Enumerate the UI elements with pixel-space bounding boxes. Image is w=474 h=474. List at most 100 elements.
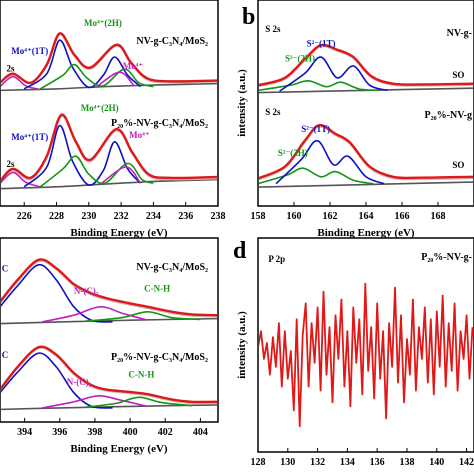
spectrum-stack — [259, 123, 473, 188]
x-tick-label: 400 — [123, 427, 138, 438]
x-tick-label: 160 — [287, 211, 302, 222]
panel-a: 226 228 230 232 234 236 238 Binding Energy (eV)… — [0, 0, 226, 239]
panel-b: 158 160 162 164 166 168 Binding Energy (eV) int… — [236, 0, 474, 239]
peak-label: C-N-H — [128, 370, 154, 380]
peak-label: 2s — [6, 63, 15, 73]
x-axis-label: Binding Energy (eV) — [70, 443, 168, 455]
x-tick-label: 238 — [211, 211, 226, 222]
panel-frame — [257, 237, 474, 453]
series-experimental — [259, 123, 473, 180]
panel-d: 128130132134136138140142Binding Energy (… — [233, 237, 474, 474]
x-tick-label: 404 — [193, 427, 208, 438]
x-tick-label: 164 — [359, 211, 374, 222]
x-tick-label: 398 — [87, 427, 102, 438]
x-tick-label: 232 — [114, 211, 129, 222]
x-tick-label: 134 — [340, 457, 355, 468]
series-p-2p — [259, 282, 473, 428]
peak-label: Mo⁴⁺(2H) — [81, 103, 119, 113]
series-baseline — [1, 178, 217, 190]
x-tick-label: 138 — [399, 457, 414, 468]
series-mo4 — [96, 71, 135, 88]
x-tick-label: 128 — [251, 457, 266, 468]
spectrum-stack — [1, 113, 217, 190]
peak-label: N-(C)₃ — [67, 377, 92, 387]
spectrum-stack — [1, 32, 217, 92]
peak-label: Mo⁴⁺(1T) — [11, 132, 48, 142]
spectrum-stack — [259, 282, 473, 428]
series-mo4-1t — [23, 124, 142, 188]
series-c-n-h — [86, 311, 201, 322]
peak-label: S²⁻(1T) — [307, 39, 336, 49]
series-experimental — [1, 113, 217, 183]
spectrum-stack — [1, 345, 217, 411]
x-tick-label: 396 — [52, 427, 67, 438]
series-baseline — [259, 181, 473, 188]
x-tick-label: 142 — [459, 457, 474, 468]
sample-name: NV-g- — [447, 28, 472, 39]
x-tick-label: 130 — [280, 457, 295, 468]
panel-letter: d — [233, 238, 247, 264]
peak-label: SO — [452, 160, 464, 170]
peak-label: Mo⁴⁺(1T) — [11, 46, 48, 56]
series-mo4 — [101, 166, 142, 184]
series-2s — [1, 171, 41, 188]
panel-frame — [257, 0, 474, 207]
peak-label: P 2p — [268, 254, 285, 264]
sample-name: NV-g-C₃N₄/MoS₂ — [136, 36, 208, 47]
peak-label: C — [2, 350, 9, 360]
peak-label: 2s — [6, 159, 15, 169]
peak-label: S²⁻(2H) — [285, 54, 315, 64]
peak-label: Mo⁴⁺(2H) — [84, 18, 122, 28]
series-experimental — [1, 345, 217, 404]
peak-label: Mo⁴⁺ — [123, 61, 144, 71]
x-tick-label: 136 — [370, 457, 385, 468]
series-fit — [1, 347, 217, 405]
panel-letter: b — [242, 4, 255, 30]
x-tick-label: 226 — [17, 211, 32, 222]
series-mo4-2h — [39, 155, 154, 188]
peak-label: S²⁻(1T) — [301, 124, 330, 134]
series-s2-2h — [259, 167, 374, 185]
peak-label: C — [2, 264, 9, 274]
series-n-c-3 — [42, 394, 148, 409]
series-s2-1t — [279, 56, 388, 92]
series-experimental — [259, 43, 473, 87]
series-fit — [1, 260, 217, 318]
spectrum-stack — [1, 258, 217, 325]
series-2s — [1, 75, 41, 91]
x-tick-label: 230 — [81, 211, 96, 222]
x-tick-label: 166 — [395, 211, 410, 222]
x-tick-label: 234 — [146, 211, 161, 222]
peak-label: S²⁻(2H) — [278, 148, 308, 158]
peak-label: S 2s — [265, 24, 281, 34]
peak-label: N-(C)₃ — [74, 286, 99, 296]
peak-label: C-N-H — [144, 284, 170, 294]
x-tick-label: 228 — [49, 211, 64, 222]
panel-frame — [0, 0, 219, 207]
series-s2-1t — [275, 139, 385, 185]
peak-label: SO — [452, 70, 464, 80]
panel-c: 394 396 398 400 402 404 Binding Energy (eV) C N-… — [0, 237, 219, 455]
series-c-n-c — [1, 352, 113, 409]
sample-name: P₂₀%-NV-g- — [421, 252, 472, 263]
series-experimental — [1, 32, 217, 85]
panel-frame — [0, 237, 219, 423]
peak-label: Mo⁴⁺ — [129, 130, 150, 140]
sample-name: P₂₀%-NV-g-C₃N₄/MoS₂ — [111, 118, 208, 129]
sample-name: NV-g-C₃N₄/MoS₂ — [136, 262, 208, 273]
x-tick-label: 402 — [158, 427, 173, 438]
x-tick-label: 140 — [429, 457, 444, 468]
series-s2-2h — [259, 79, 377, 92]
x-tick-label: 158 — [251, 211, 266, 222]
peak-label: S 2s — [265, 107, 281, 117]
series-experimental — [1, 258, 217, 317]
spectrum-stack — [259, 43, 473, 94]
x-axis-label: Binding Energy (eV) — [70, 227, 168, 239]
x-tick-label: 236 — [178, 211, 193, 222]
series-c-n-h — [85, 396, 192, 408]
x-tick-label: 132 — [310, 457, 325, 468]
sample-name: P₂₀%-NV-g — [425, 110, 472, 121]
x-tick-label: 168 — [431, 211, 446, 222]
x-tick-label: 162 — [323, 211, 338, 222]
